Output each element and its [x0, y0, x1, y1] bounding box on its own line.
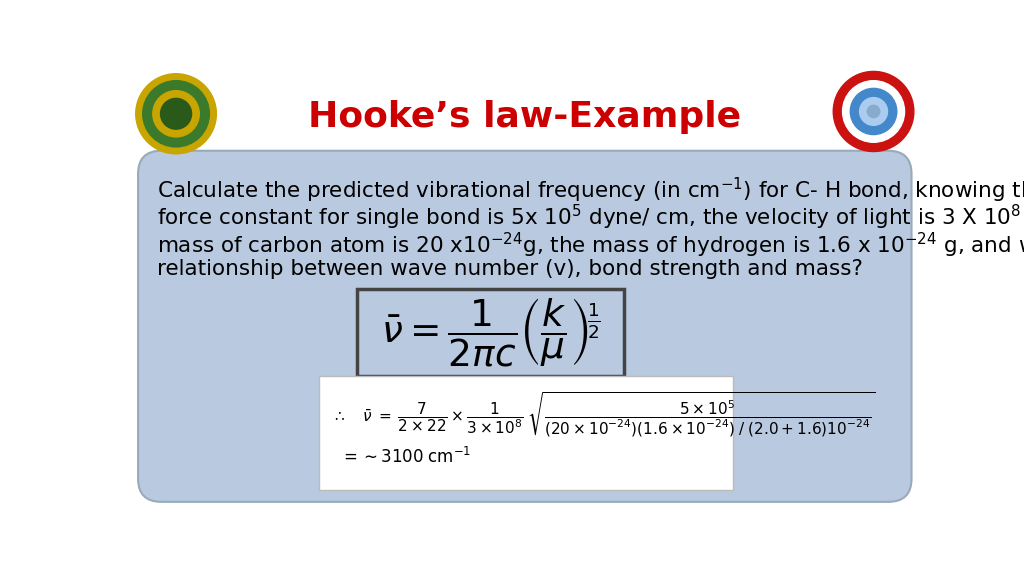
- Circle shape: [859, 97, 888, 126]
- Circle shape: [153, 90, 200, 137]
- Circle shape: [834, 71, 913, 151]
- FancyBboxPatch shape: [357, 289, 624, 376]
- Text: relationship between wave number (v), bond strength and mass?: relationship between wave number (v), bo…: [158, 259, 863, 279]
- Circle shape: [850, 88, 897, 135]
- FancyBboxPatch shape: [318, 376, 732, 490]
- Circle shape: [843, 81, 904, 142]
- Text: $\therefore \quad \bar{\nu} \;=\; \dfrac{7}{2\times 22} \times \dfrac{1}{3\times: $\therefore \quad \bar{\nu} \;=\; \dfrac…: [332, 391, 874, 439]
- Text: Calculate the predicted vibrational frequency (in cm$^{-1}$) for C- H bond, know: Calculate the predicted vibrational freq…: [158, 175, 1024, 204]
- Text: mass of carbon atom is 20 x10$^{-24}$g, the mass of hydrogen is 1.6 x 10$^{-24}$: mass of carbon atom is 20 x10$^{-24}$g, …: [158, 231, 1024, 260]
- Text: $\bar{\nu} = \dfrac{1}{2\pi c}\left(\dfrac{k}{\mu}\right)^{\!\frac{1}{2}}$: $\bar{\nu} = \dfrac{1}{2\pi c}\left(\dfr…: [381, 297, 601, 369]
- Circle shape: [136, 74, 216, 154]
- Circle shape: [161, 98, 191, 129]
- FancyBboxPatch shape: [138, 151, 911, 502]
- Circle shape: [867, 105, 880, 118]
- Circle shape: [142, 81, 209, 147]
- Text: Hooke’s law-Example: Hooke’s law-Example: [308, 100, 741, 134]
- Text: force constant for single bond is 5x 10$^5$ dyne/ cm, the velocity of light is 3: force constant for single bond is 5x 10$…: [158, 203, 1024, 232]
- Text: $= \sim 3100 \; \mathrm{cm}^{-1}$: $= \sim 3100 \; \mathrm{cm}^{-1}$: [340, 446, 471, 467]
